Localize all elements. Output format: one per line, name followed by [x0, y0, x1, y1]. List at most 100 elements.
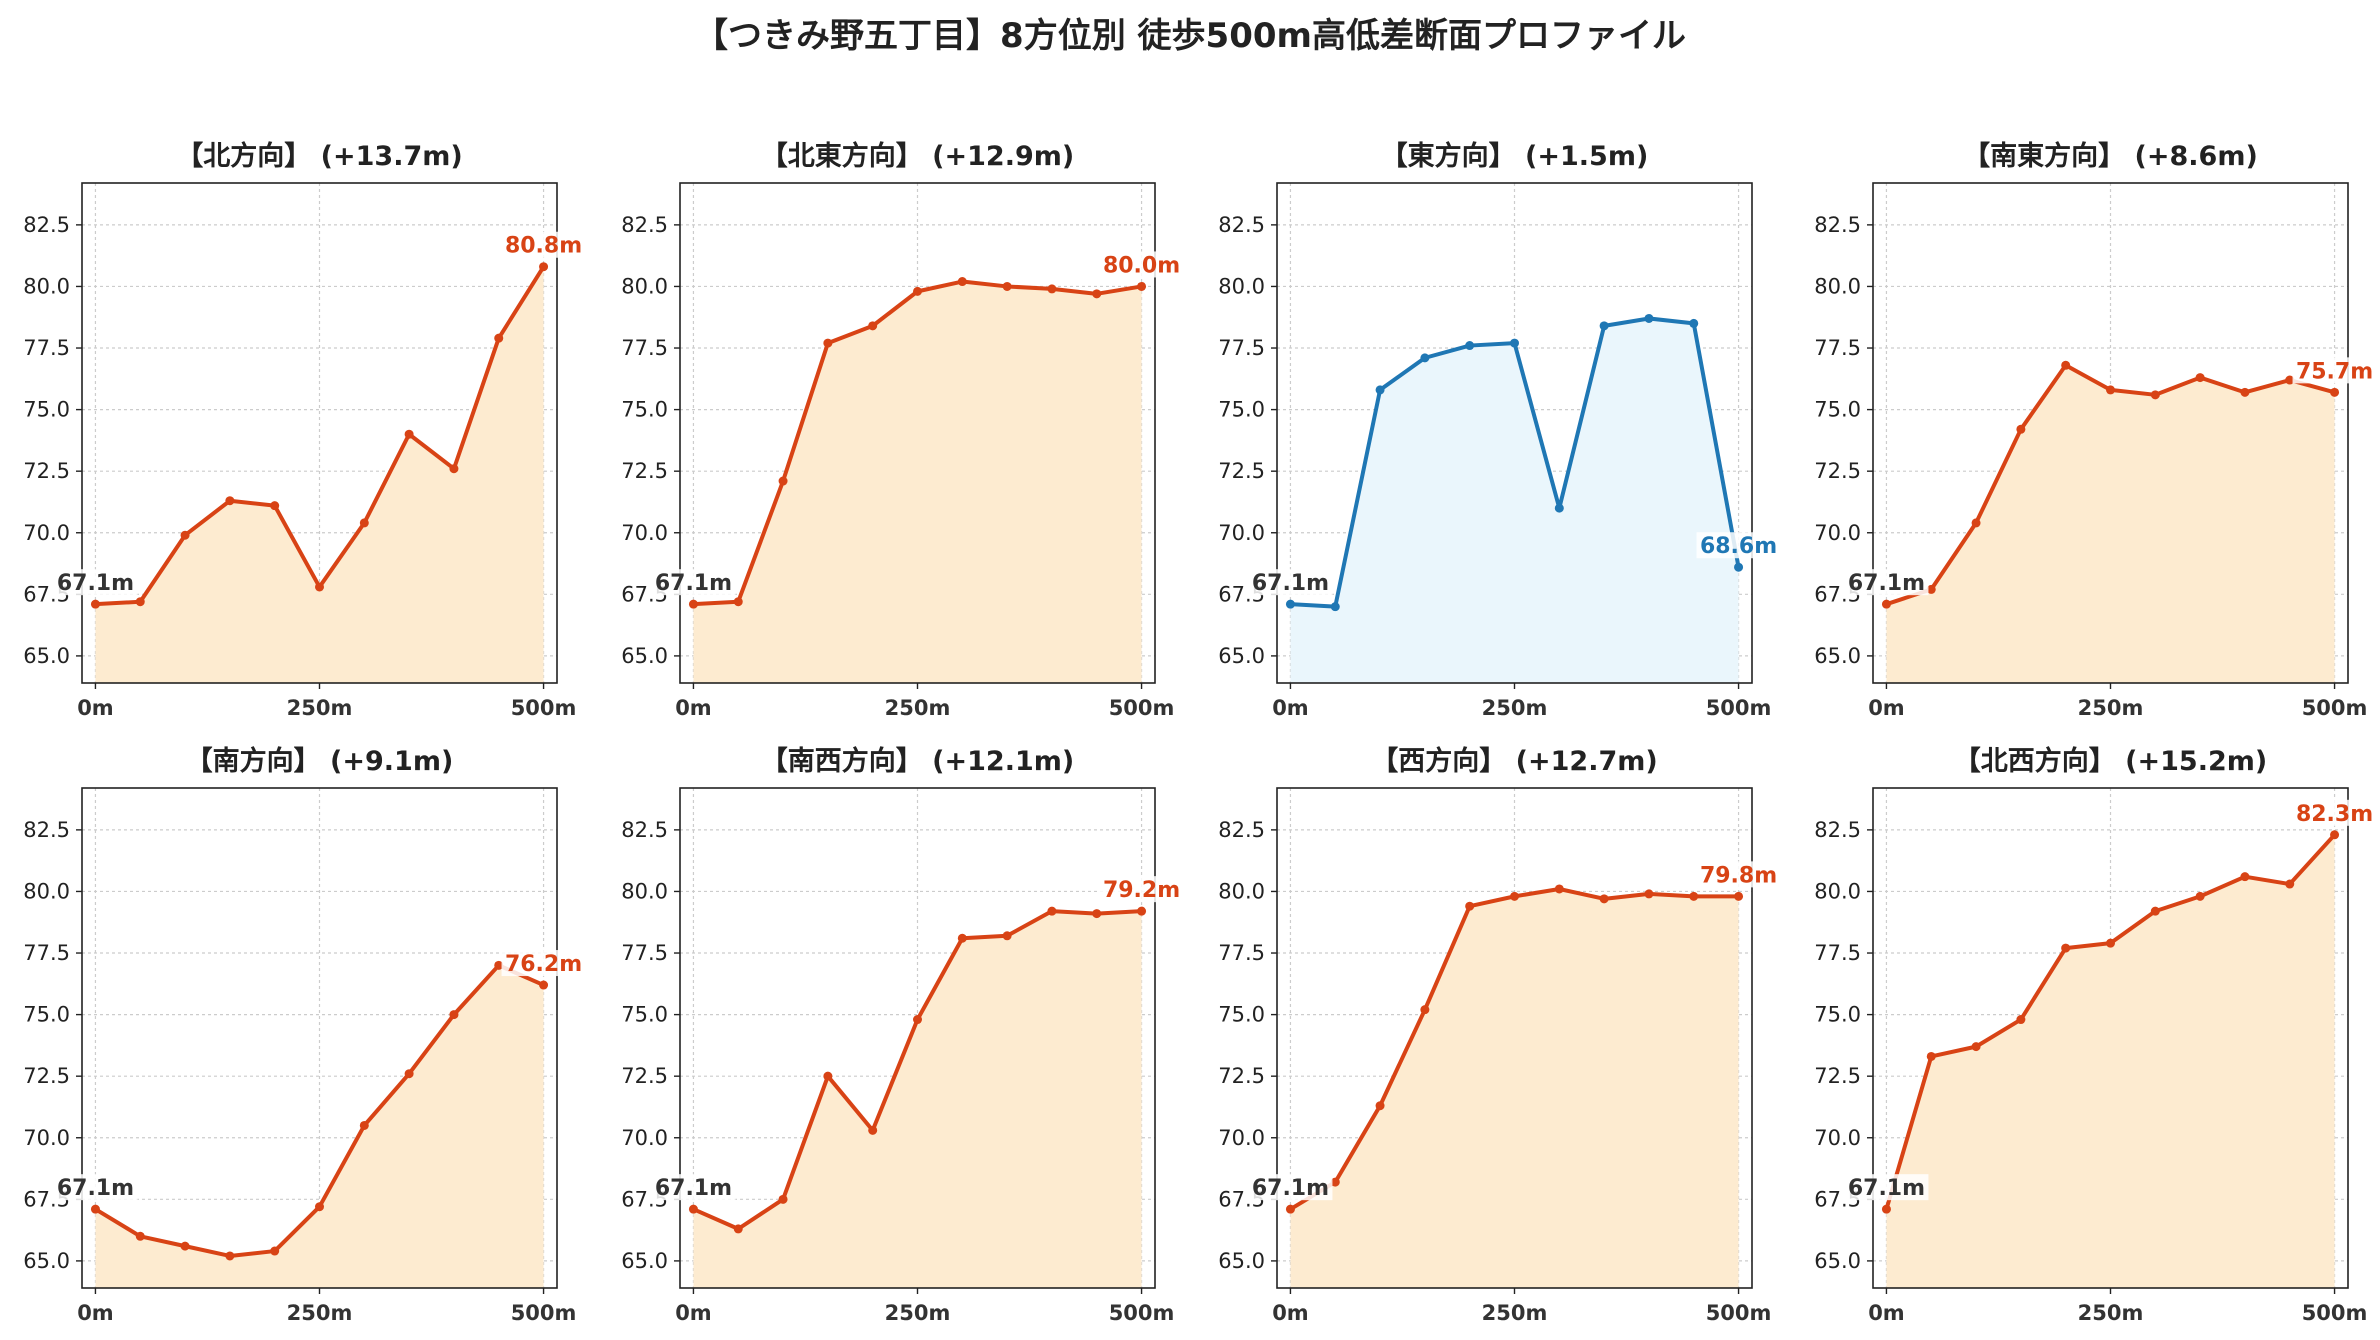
x-tick-label: 0m — [77, 1301, 114, 1325]
y-tick-label: 75.0 — [1218, 1003, 1265, 1027]
y-tick-label: 72.5 — [1218, 1064, 1265, 1088]
y-tick-label: 65.0 — [1814, 1249, 1861, 1273]
y-tick-label: 70.0 — [1218, 521, 1265, 545]
start-label: 67.1m — [1848, 571, 1925, 596]
y-tick-label: 77.5 — [1218, 336, 1265, 360]
data-point — [823, 1071, 833, 1081]
y-tick-label: 70.0 — [621, 521, 668, 545]
data-point — [2016, 1015, 2026, 1025]
y-tick-label: 80.0 — [1218, 274, 1265, 298]
y-tick-label: 80.0 — [23, 879, 70, 903]
y-tick-label: 72.5 — [1218, 459, 1265, 483]
data-point — [1420, 1005, 1430, 1015]
panel-title: 【北西方向】 (+15.2m) — [1954, 745, 2267, 777]
y-tick-label: 65.0 — [621, 1249, 668, 1273]
y-tick-label: 65.0 — [621, 644, 668, 668]
data-point — [1510, 338, 1519, 348]
data-point — [1092, 909, 1102, 919]
data-point — [778, 1194, 788, 1204]
start-label: 67.1m — [655, 1176, 732, 1201]
area-fill — [1290, 888, 1739, 1288]
data-point — [1554, 884, 1564, 894]
data-point — [180, 1241, 190, 1251]
y-tick-label: 70.0 — [621, 1126, 668, 1150]
y-tick-label: 80.0 — [23, 274, 70, 298]
panel-0: 【北方向】 (+13.7m)65.067.570.072.575.077.580… — [23, 140, 586, 720]
y-tick-label: 72.5 — [1814, 1064, 1861, 1088]
x-tick-label: 0m — [1868, 1301, 1905, 1325]
end-label-bg — [1099, 251, 1184, 278]
y-tick-label: 72.5 — [621, 459, 668, 483]
data-point — [868, 321, 878, 331]
panel-title: 【南方向】 (+9.1m) — [186, 745, 454, 777]
panel-4: 【南方向】 (+9.1m)65.067.570.072.575.077.580.… — [23, 745, 586, 1325]
y-tick-label: 72.5 — [621, 1064, 668, 1088]
data-point — [270, 501, 280, 511]
start-label-bg — [53, 1174, 138, 1201]
y-tick-label: 77.5 — [621, 941, 668, 965]
data-point — [1465, 341, 1475, 351]
x-tick-label: 250m — [885, 1301, 951, 1325]
y-tick-label: 82.5 — [1218, 213, 1265, 237]
x-tick-label: 250m — [885, 696, 951, 720]
y-tick-label: 82.5 — [1814, 213, 1861, 237]
data-point — [2195, 891, 2205, 901]
panel-3: 【南東方向】 (+8.6m)65.067.570.072.575.077.580… — [1814, 140, 2377, 720]
data-point — [539, 262, 549, 272]
data-point — [1926, 584, 1936, 594]
data-point — [1644, 889, 1654, 899]
data-point — [1644, 313, 1654, 323]
data-point — [2330, 830, 2340, 840]
data-point — [2061, 360, 2071, 370]
data-point — [2330, 387, 2340, 397]
x-tick-label: 0m — [77, 696, 114, 720]
data-point — [1689, 318, 1699, 328]
y-tick-label: 77.5 — [1814, 941, 1861, 965]
area-fill — [1886, 365, 2335, 683]
data-point — [913, 1015, 922, 1025]
y-tick-label: 70.0 — [23, 521, 70, 545]
panel-title: 【西方向】 (+12.7m) — [1371, 745, 1657, 777]
data-point — [449, 464, 459, 474]
y-tick-label: 77.5 — [23, 941, 70, 965]
y-tick-label: 75.0 — [621, 1003, 668, 1027]
start-label: 67.1m — [57, 1176, 134, 1201]
data-point — [1599, 894, 1609, 904]
data-point — [1285, 599, 1295, 609]
y-tick-label: 82.5 — [1218, 818, 1265, 842]
x-tick-label: 0m — [675, 1301, 712, 1325]
x-tick-label: 500m — [2302, 1301, 2368, 1325]
x-tick-label: 500m — [2302, 696, 2368, 720]
y-tick-label: 65.0 — [23, 1249, 70, 1273]
data-point — [135, 597, 145, 607]
data-point — [823, 338, 833, 348]
data-point — [688, 1204, 698, 1214]
data-point — [1926, 1051, 1936, 1061]
panel-title: 【東方向】 (+1.5m) — [1381, 140, 1649, 172]
data-point — [1554, 503, 1564, 513]
start-label: 67.1m — [57, 571, 134, 596]
y-tick-label: 70.0 — [1218, 1126, 1265, 1150]
data-point — [359, 1120, 369, 1130]
y-tick-label: 75.0 — [23, 398, 70, 422]
y-tick-label: 70.0 — [1814, 521, 1861, 545]
y-tick-label: 75.0 — [1814, 398, 1861, 422]
x-tick-label: 250m — [1482, 1301, 1548, 1325]
chart-title: 【つきみ野五丁目】8方位別 徒歩500m高低差断面プロファイル — [694, 16, 1686, 56]
data-point — [1047, 284, 1057, 294]
y-tick-label: 65.0 — [23, 644, 70, 668]
data-point — [1734, 562, 1744, 572]
x-tick-label: 0m — [675, 696, 712, 720]
data-point — [404, 1069, 414, 1079]
data-point — [1092, 289, 1102, 299]
x-tick-label: 500m — [1109, 696, 1175, 720]
data-point — [778, 476, 788, 486]
data-point — [1002, 281, 1012, 291]
x-tick-label: 500m — [511, 696, 577, 720]
end-label-bg — [1099, 876, 1184, 903]
data-point — [1734, 891, 1744, 901]
y-tick-label: 70.0 — [23, 1126, 70, 1150]
x-tick-label: 0m — [1272, 696, 1309, 720]
data-point — [1971, 1042, 1981, 1052]
